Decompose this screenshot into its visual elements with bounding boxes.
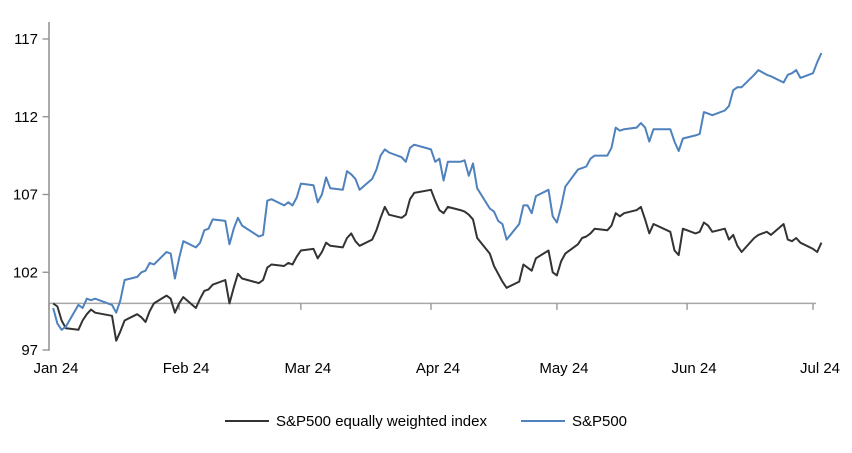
x-axis-label: May 24 <box>539 360 588 377</box>
x-axis-label: Jul 24 <box>800 360 840 377</box>
legend-label-sp500: S&P500 <box>571 412 628 430</box>
legend-swatch-sp500-line <box>520 420 565 422</box>
y-axis-label: 102 <box>13 264 38 281</box>
y-axis-label: 117 <box>14 31 38 48</box>
y-axis-label: 107 <box>13 187 38 204</box>
chart-legend: S&P500 equally weighted index S&P500 <box>0 411 852 431</box>
legend-swatch-equal-weighted-line <box>224 420 269 422</box>
x-axis-label: Jun 24 <box>672 360 717 377</box>
y-axis-label: 112 <box>14 109 38 126</box>
legend-item-sp500: S&P500 <box>520 412 628 430</box>
x-axis-label: Feb 24 <box>163 360 210 377</box>
x-axis-label: Mar 24 <box>285 360 332 377</box>
series-line-sp500 <box>52 52 823 331</box>
series-line-equal-weighted <box>52 188 823 342</box>
x-axis-label: Apr 24 <box>416 360 460 377</box>
legend-label-equal-weighted: S&P500 equally weighted index <box>275 412 487 430</box>
y-axis-label: 97 <box>21 342 38 359</box>
x-axis-label: Jan 24 <box>33 360 78 377</box>
legend-item-equal-weighted: S&P500 equally weighted index <box>224 412 487 430</box>
